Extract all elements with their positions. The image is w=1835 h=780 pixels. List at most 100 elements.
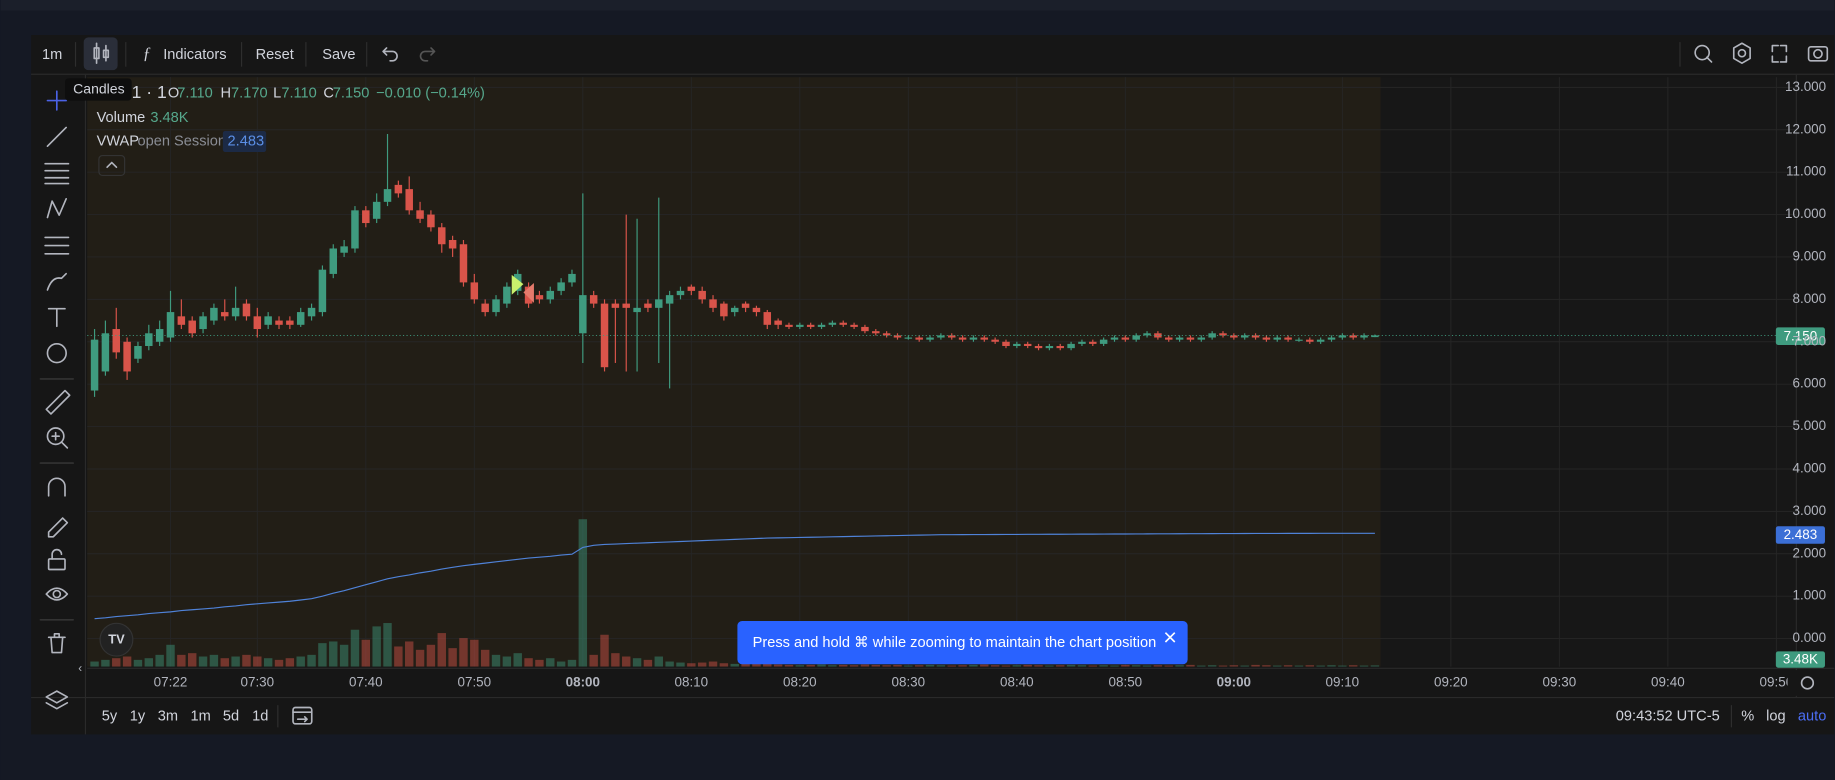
candle-body (427, 214, 435, 228)
volume-bar (459, 638, 468, 667)
x-tick-label: 07:50 (458, 674, 492, 689)
magnet-tool[interactable] (47, 477, 66, 497)
zoom-tool[interactable] (46, 427, 69, 449)
vwap-legend-value: 2.483 (228, 133, 265, 149)
interval-button[interactable]: 1m (42, 47, 62, 63)
volume-bar (936, 665, 946, 667)
save-button[interactable]: Save (322, 47, 355, 63)
scroll-left[interactable]: ‹ (78, 662, 82, 675)
candle-body (1121, 337, 1130, 340)
candle-body (720, 303, 728, 317)
candles-icon (93, 42, 110, 64)
fib-tool[interactable] (44, 162, 70, 185)
volume-bar (448, 648, 457, 667)
y-tick-label: 11.000 (1786, 164, 1826, 179)
remove-tool[interactable] (47, 633, 66, 654)
lock-tool[interactable] (47, 548, 66, 571)
reset-button[interactable]: Reset (256, 47, 294, 63)
y-tick-label: 1.000 (1792, 588, 1826, 603)
icon-tool[interactable] (46, 342, 67, 364)
volume-bar (263, 658, 273, 667)
candle-body (503, 286, 511, 304)
candle-body (1099, 339, 1108, 344)
candle-body (579, 295, 587, 334)
range-button[interactable]: 5d (223, 709, 239, 725)
candle-body (1186, 337, 1195, 340)
percent-toggle[interactable]: % (1741, 709, 1754, 725)
volume-bar (253, 656, 262, 667)
range-button[interactable]: 1m (190, 709, 210, 725)
settings-button[interactable] (1732, 42, 1751, 64)
object-tree[interactable] (45, 690, 69, 710)
volume-bar (676, 662, 685, 667)
candle-body (1034, 346, 1043, 349)
pattern-tool[interactable] (46, 197, 67, 219)
log-toggle[interactable]: log (1766, 709, 1786, 725)
candle-body (655, 299, 663, 308)
volume-bar (817, 664, 826, 667)
candle-body (1262, 337, 1271, 340)
candle-body (242, 303, 251, 317)
search-button[interactable] (1694, 44, 1713, 63)
volume-bar (697, 662, 707, 667)
volume-bar (752, 662, 761, 667)
volume-bar (524, 658, 533, 667)
candle-body (1284, 337, 1292, 340)
range-button[interactable]: 1y (130, 709, 146, 725)
ruler-tool[interactable] (45, 389, 71, 415)
volume-bar (1327, 665, 1336, 667)
candle-body (1132, 335, 1140, 340)
chart-type-button[interactable] (83, 37, 118, 71)
goto-date[interactable] (292, 706, 313, 725)
trendline-tool[interactable] (46, 126, 67, 147)
candle-body (383, 189, 392, 202)
top-strip (0, 0, 1835, 11)
volume-bar (958, 665, 967, 667)
volume-bar (188, 653, 197, 667)
lock-drawing-tool[interactable] (47, 517, 69, 538)
indicators-button[interactable]: Indicators (163, 47, 226, 63)
volume-bar (1338, 665, 1347, 667)
candle-body (1067, 343, 1075, 349)
brush-tool[interactable] (46, 272, 67, 291)
candle-body (134, 346, 142, 359)
volume-bar (1066, 664, 1076, 667)
crosshair-tool[interactable] (46, 90, 67, 111)
auto-toggle[interactable]: auto (1798, 709, 1826, 725)
text-tool[interactable] (47, 307, 66, 328)
candle-body (90, 339, 99, 391)
candle-body (351, 210, 359, 249)
candle-body (806, 324, 815, 327)
candle-body (145, 333, 153, 347)
vwap-price: 2.483 (1784, 527, 1818, 542)
candle-body (763, 312, 772, 325)
redo-button[interactable] (419, 47, 436, 62)
volume-bar (437, 633, 446, 667)
volume-bar (470, 639, 479, 667)
volume-bar (480, 649, 490, 667)
candle-body (1273, 337, 1281, 340)
axis-settings[interactable] (1800, 676, 1815, 690)
toast-close[interactable] (1164, 632, 1176, 643)
volume-bar (860, 664, 870, 667)
candle-body (329, 248, 338, 274)
candle-body (221, 312, 229, 317)
range-button[interactable]: 5y (102, 709, 118, 725)
fullscreen-button[interactable] (1771, 44, 1788, 63)
range-button[interactable]: 1d (252, 709, 268, 725)
visibility-tool[interactable] (45, 587, 69, 601)
candle-body (687, 286, 696, 291)
collapse-icon (106, 161, 118, 169)
candle-body (947, 335, 956, 338)
projection-tool[interactable] (44, 236, 70, 255)
logo[interactable] (99, 622, 134, 657)
screenshot-button[interactable] (1807, 45, 1829, 62)
volume-bar (1023, 664, 1032, 667)
undo-button[interactable] (382, 47, 398, 62)
range-button[interactable]: 3m (158, 709, 178, 725)
volume-bar (405, 641, 414, 667)
collapse-legend[interactable] (98, 154, 126, 176)
candle-body (568, 273, 576, 283)
candle-body (535, 295, 544, 300)
ohlc-label: C (323, 85, 334, 101)
